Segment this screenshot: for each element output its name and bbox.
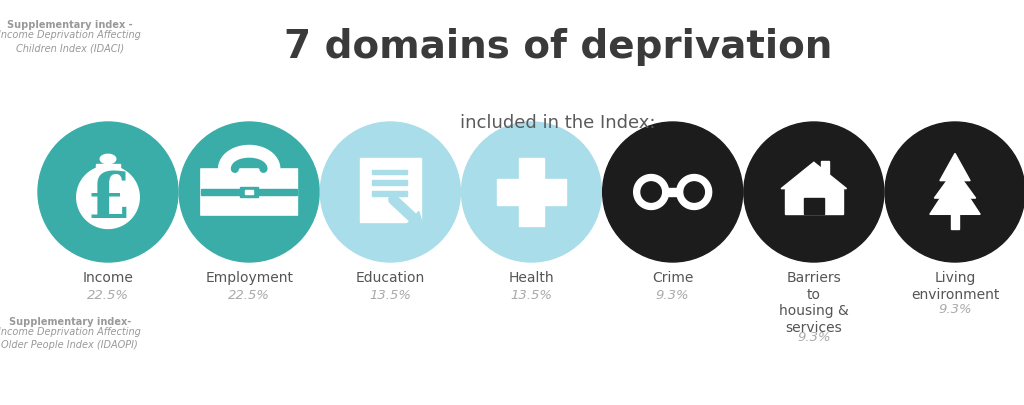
Polygon shape	[940, 154, 970, 181]
Text: Living
environment: Living environment	[910, 270, 999, 301]
Polygon shape	[497, 180, 566, 205]
Circle shape	[179, 123, 319, 262]
Polygon shape	[240, 188, 258, 197]
Text: Supplementary index -: Supplementary index -	[7, 20, 132, 30]
Text: 13.5%: 13.5%	[370, 288, 412, 301]
Text: Barriers
to
housing &
services: Barriers to housing & services	[779, 270, 849, 335]
Circle shape	[603, 123, 742, 262]
Polygon shape	[245, 190, 253, 195]
Text: 13.5%: 13.5%	[511, 288, 553, 301]
Polygon shape	[934, 170, 976, 198]
Polygon shape	[641, 182, 662, 202]
Text: Health: Health	[509, 270, 554, 284]
Text: 22.5%: 22.5%	[228, 288, 270, 301]
Polygon shape	[372, 170, 407, 175]
Text: Income Deprivation Affecting
Children Index (IDACI): Income Deprivation Affecting Children In…	[0, 30, 141, 53]
Polygon shape	[201, 190, 297, 195]
Polygon shape	[100, 155, 116, 164]
Text: Income: Income	[83, 270, 133, 284]
Circle shape	[38, 123, 178, 262]
Polygon shape	[684, 182, 705, 202]
Text: Employment: Employment	[205, 270, 293, 284]
Text: Supplementary index-: Supplementary index-	[8, 316, 131, 326]
Polygon shape	[781, 163, 847, 189]
Circle shape	[462, 123, 601, 262]
Text: included in the Index:: included in the Index:	[461, 113, 655, 131]
Circle shape	[321, 123, 461, 262]
Text: £: £	[86, 170, 130, 231]
Polygon shape	[77, 166, 139, 229]
Polygon shape	[634, 175, 669, 210]
FancyBboxPatch shape	[201, 169, 298, 215]
Text: 22.5%: 22.5%	[87, 288, 129, 301]
Polygon shape	[96, 165, 120, 181]
Polygon shape	[662, 189, 684, 196]
Text: 7 domains of deprivation: 7 domains of deprivation	[284, 28, 833, 66]
Polygon shape	[677, 175, 712, 210]
Text: Crime: Crime	[652, 270, 693, 284]
Text: 9.3%: 9.3%	[655, 288, 689, 301]
Circle shape	[885, 123, 1024, 262]
Polygon shape	[519, 158, 544, 227]
Polygon shape	[372, 181, 407, 185]
Polygon shape	[930, 176, 980, 215]
Text: 9.3%: 9.3%	[797, 330, 830, 343]
Polygon shape	[360, 159, 421, 223]
Text: 9.3%: 9.3%	[938, 302, 972, 315]
Polygon shape	[804, 199, 824, 215]
Polygon shape	[784, 189, 843, 215]
Text: Income Deprivation Affecting
Older People Index (IDAOPI): Income Deprivation Affecting Older Peopl…	[0, 326, 141, 349]
Polygon shape	[372, 192, 407, 196]
Circle shape	[743, 123, 884, 262]
Text: Education: Education	[355, 270, 425, 284]
Polygon shape	[821, 162, 829, 175]
Polygon shape	[950, 213, 959, 229]
